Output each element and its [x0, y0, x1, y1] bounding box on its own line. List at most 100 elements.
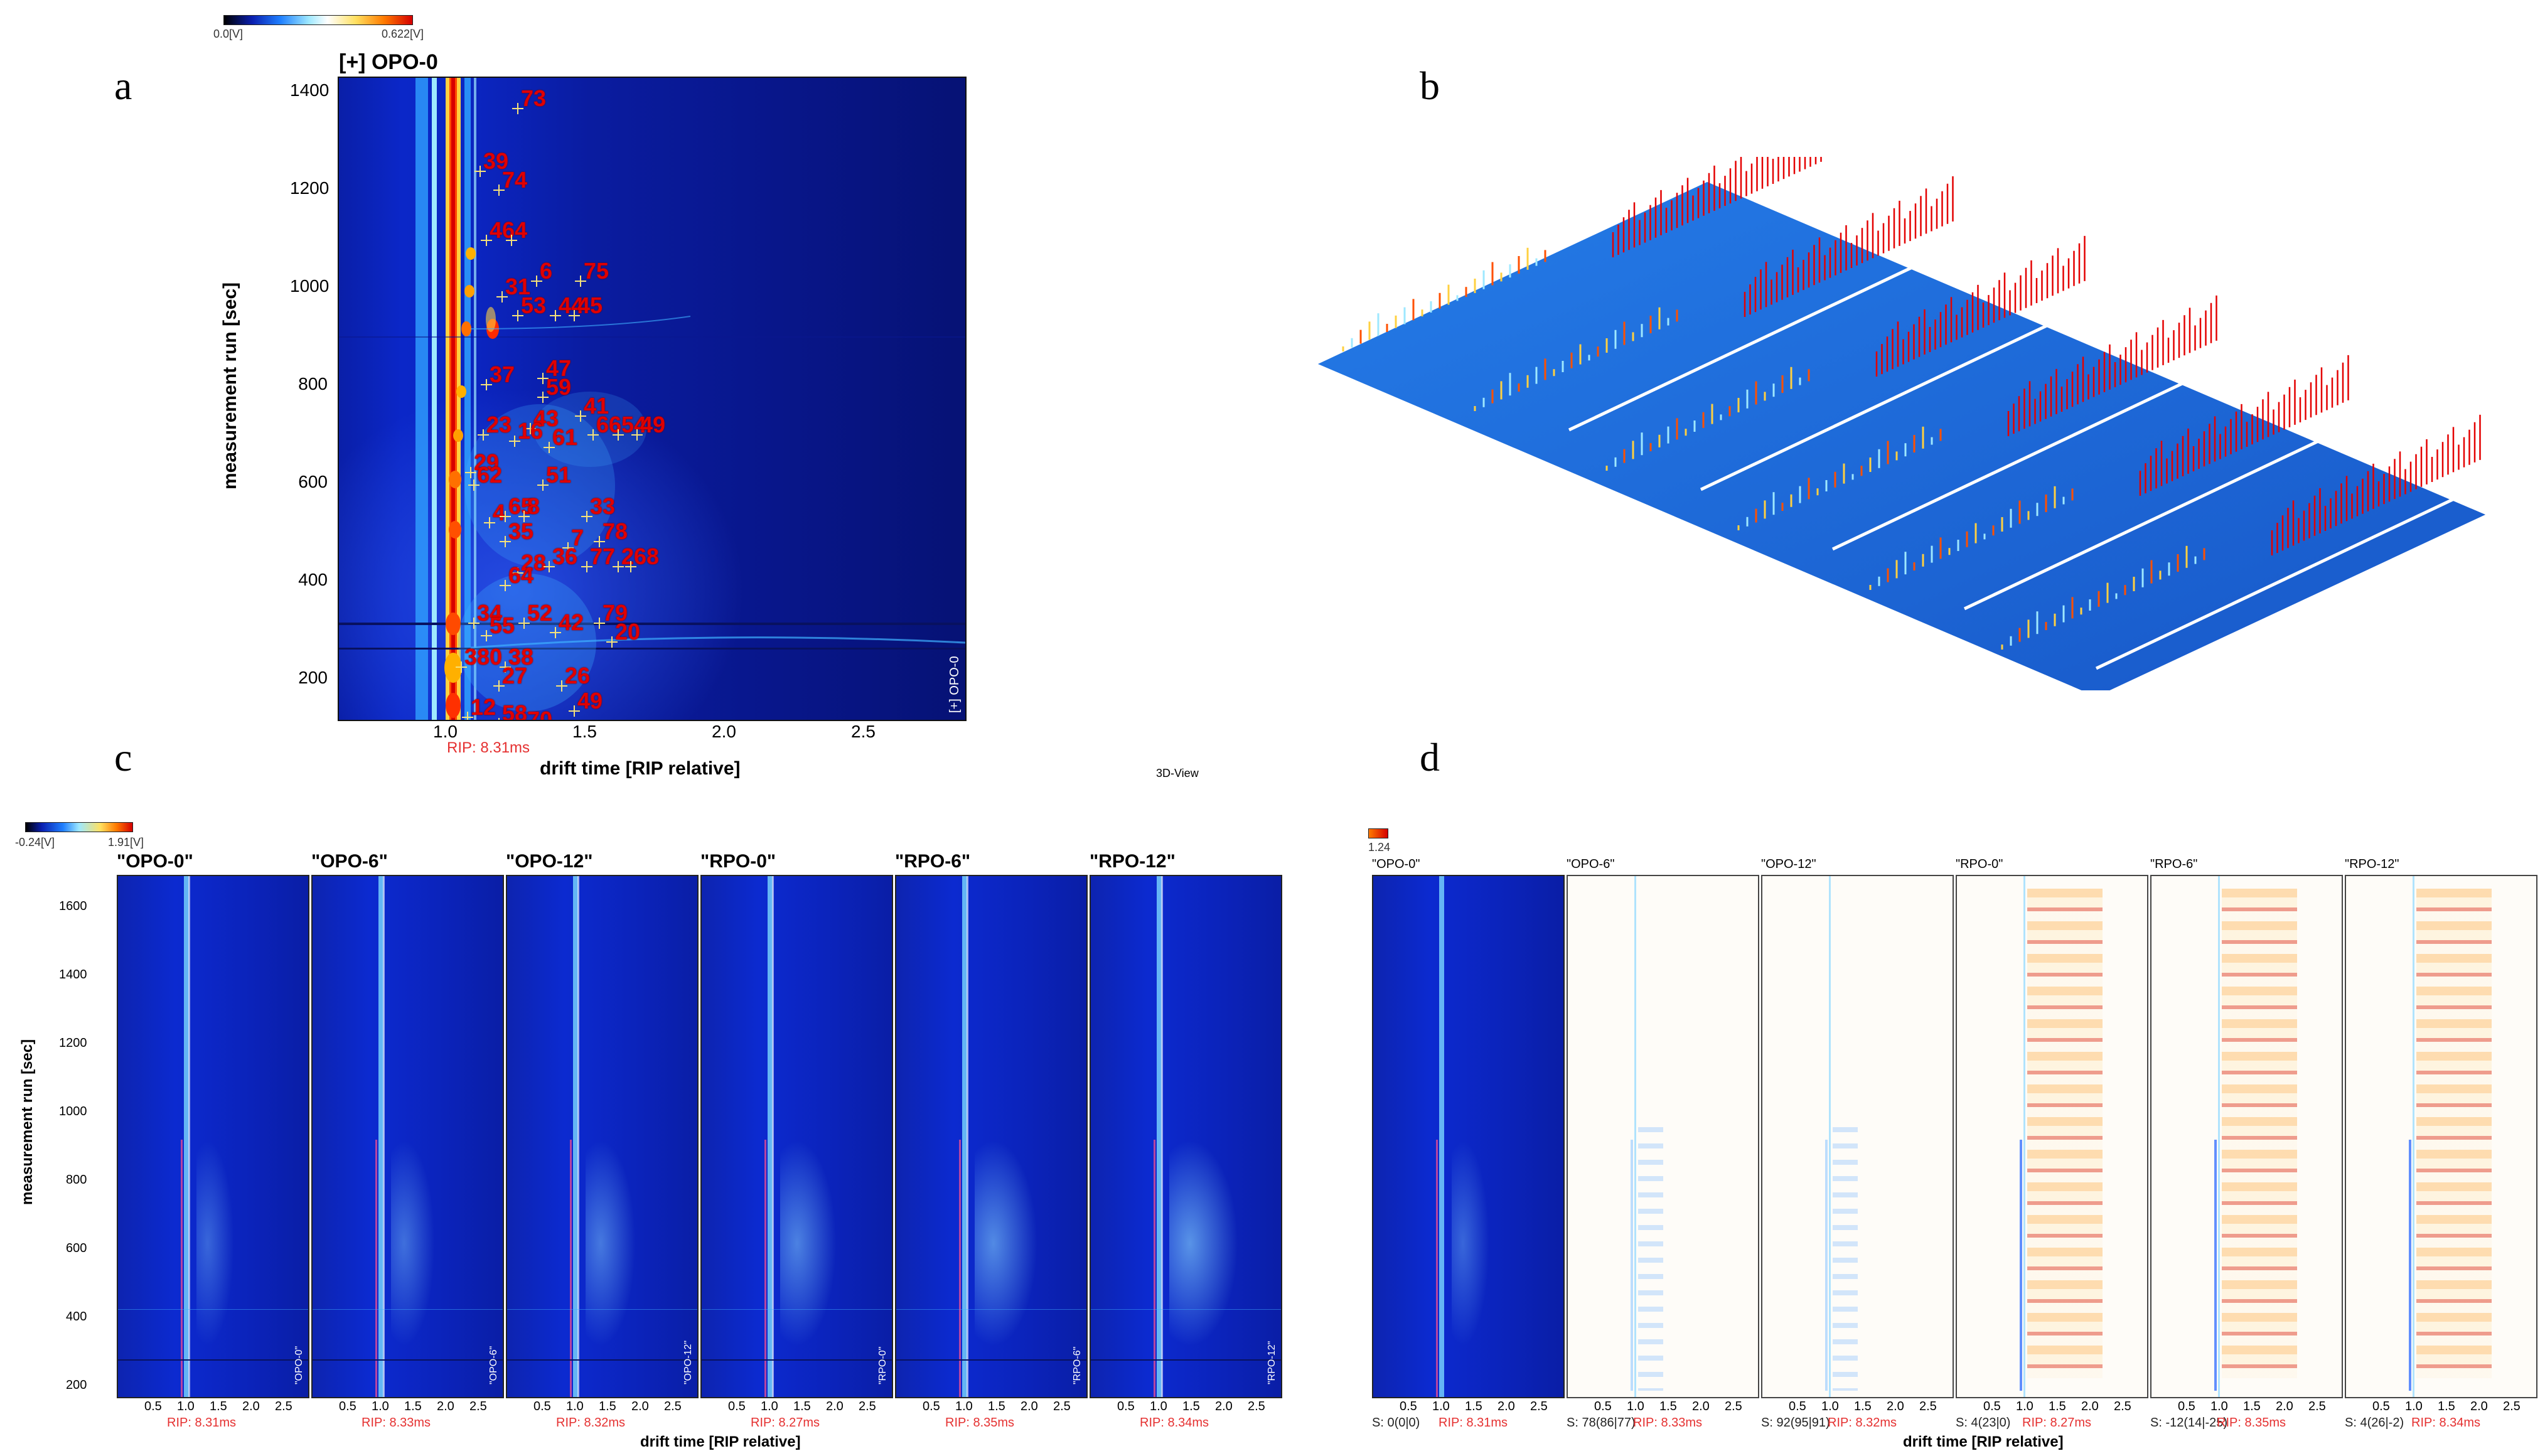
peak-label: 8 [527, 493, 540, 519]
strip-separator [1963, 437, 2323, 611]
panel-c-x-tick: 0.5 [533, 1400, 551, 1413]
panel-d-x-tick: 1.5 [2438, 1400, 2455, 1413]
panel-d-rip: RIP: 8.34ms [2411, 1416, 2481, 1430]
panel-d-difference-heatmap [1567, 875, 1759, 1398]
panel-c-x-tick: 1.0 [177, 1400, 195, 1413]
peak-label: 79 [603, 600, 628, 626]
panel-c-y-tick: 600 [66, 1241, 87, 1255]
panel-d-similarity-score: S: 4(23|0) [1956, 1416, 2011, 1430]
panel-c-heatmap: "RPO-6" [895, 875, 1088, 1398]
panel-c-x-tick: 1.5 [1182, 1400, 1200, 1413]
panel-c-x-tick: 2.0 [242, 1400, 260, 1413]
panel-a-y-tick: 400 [298, 570, 328, 589]
peak-label: 46 [490, 217, 515, 243]
peak-label: 36 [552, 543, 578, 569]
panel-d-rip: RIP: 8.31ms [1439, 1416, 1508, 1430]
panel-c-y-tick: 400 [66, 1310, 87, 1324]
peak-crosshair-icon [493, 680, 505, 692]
peak-crosshair-icon [481, 379, 492, 390]
peak-crosshair-icon [456, 661, 467, 673]
peak-crosshair-icon [525, 423, 536, 434]
peak-crosshair-icon [518, 511, 530, 522]
panel-c-x-tick: 2.5 [469, 1400, 487, 1413]
panel-d-similarity-score: S: 4(26|-2) [2345, 1416, 2404, 1430]
peak-crosshair-icon [484, 517, 495, 528]
peak-crosshair-icon [512, 567, 523, 579]
panel-c-heatmap: "RPO-0" [700, 875, 893, 1398]
peak-label: 28 [521, 550, 547, 575]
panel-c-rip: RIP: 8.34ms [1140, 1416, 1209, 1430]
peak-label: 41 [584, 393, 609, 419]
peak-crosshair-icon [500, 661, 511, 673]
panel-d-x-tick: 1.0 [1627, 1400, 1644, 1413]
panel-d-rip: RIP: 8.32ms [1828, 1416, 1897, 1430]
peak-crosshair-icon [474, 166, 486, 177]
panel-c-x-tick: 2.0 [826, 1400, 844, 1413]
panel-c-sample-title: "RPO-12" [1090, 851, 1176, 872]
panel-d-colorbar-label: 1.24 [1368, 841, 1391, 854]
panel-c-x-tick: 2.5 [1053, 1400, 1071, 1413]
panel-d-rip: RIP: 8.27ms [2022, 1416, 2092, 1430]
panel-d-x-tick: 0.5 [1983, 1400, 2001, 1413]
panel-d-x-tick: 0.5 [1594, 1400, 1612, 1413]
peak-label: 34 [477, 600, 503, 626]
panel-d-x-tick: 1.0 [2016, 1400, 2033, 1413]
peak-label: 77 [590, 543, 616, 569]
peak-label: 43 [533, 405, 559, 431]
peak-label: 73 [521, 85, 547, 111]
panel-c-y-tick: 1200 [59, 1036, 87, 1050]
panel-a-y-tick: 600 [298, 472, 328, 491]
strip-separator [1831, 378, 2192, 551]
panel-a-x-tick: 2.0 [712, 722, 736, 741]
peak-crosshair-icon [550, 310, 561, 321]
panel-c-colorbar-max: 1.91[V] [108, 836, 144, 848]
panel-d-x-tick: 2.0 [1692, 1400, 1710, 1413]
panel-d-difference-heatmap [2345, 875, 2537, 1398]
panel-d-similarity-score: S: 0(0|0) [1372, 1416, 1420, 1430]
panel-d-x-tick: 2.5 [2503, 1400, 2521, 1413]
panel-b-caption: 3D-View [1156, 767, 1199, 779]
panel-b-letter: b [1420, 63, 1440, 108]
panel-d-rip: RIP: 8.33ms [1633, 1416, 1703, 1430]
peak-crosshair-icon [569, 310, 580, 321]
panel-a-x-tick: 1.5 [572, 722, 597, 741]
panel-c-x-tick: 1.5 [793, 1400, 811, 1413]
panel-d-x-tick: 1.5 [1659, 1400, 1677, 1413]
peak-crosshair-icon [465, 467, 476, 478]
peak-crosshair-icon [468, 479, 480, 491]
peak-crosshair-icon [512, 103, 523, 114]
panel-d-x-tick: 0.5 [1400, 1400, 1417, 1413]
peak-crosshair-icon [581, 561, 592, 572]
panel-c-y-tick: 800 [66, 1173, 87, 1187]
panel-d-x-tick: 1.5 [2049, 1400, 2066, 1413]
peak-crosshair-icon [631, 429, 643, 441]
peak-label: 65 [508, 493, 534, 519]
panel-a-y-tick: 1000 [290, 276, 330, 296]
panel-c-x-tick: 1.0 [372, 1400, 389, 1413]
panel-a-colorbar [223, 15, 413, 25]
peak-label: 62 [477, 462, 503, 488]
peak-crosshair-icon [518, 618, 530, 629]
panel-c-x-tick: 0.5 [923, 1400, 940, 1413]
panel-d-colorbar [1368, 828, 1388, 838]
panel-c-x-tick: 1.0 [955, 1400, 973, 1413]
peak-crosshair-icon [575, 410, 586, 422]
peak-crosshair-icon [537, 373, 549, 384]
panel-d-x-tick: 2.5 [1919, 1400, 1937, 1413]
panel-a-y-tick: 200 [298, 668, 328, 687]
peak-label: 52 [527, 600, 553, 626]
peak-label: 16 [518, 418, 544, 444]
panel-c-y-axis-title: measurement run [sec] [19, 1039, 36, 1205]
peak-label: 37 [490, 361, 515, 387]
panel-c-rip: RIP: 8.31ms [167, 1416, 237, 1430]
strip-separator [2095, 497, 2455, 670]
peak-crosshair-icon [575, 276, 586, 287]
peak-crosshair-icon [556, 680, 567, 692]
panel-c-y-tick: 1400 [59, 968, 87, 982]
peak-crosshair-icon [481, 235, 492, 246]
panel-c-x-tick: 1.5 [210, 1400, 227, 1413]
panel-d-x-tick: 1.0 [1432, 1400, 1450, 1413]
panel-c-y-tick: 200 [66, 1378, 87, 1392]
panel-c-rip: RIP: 8.32ms [556, 1416, 626, 1430]
peak-crosshair-icon [550, 627, 561, 638]
